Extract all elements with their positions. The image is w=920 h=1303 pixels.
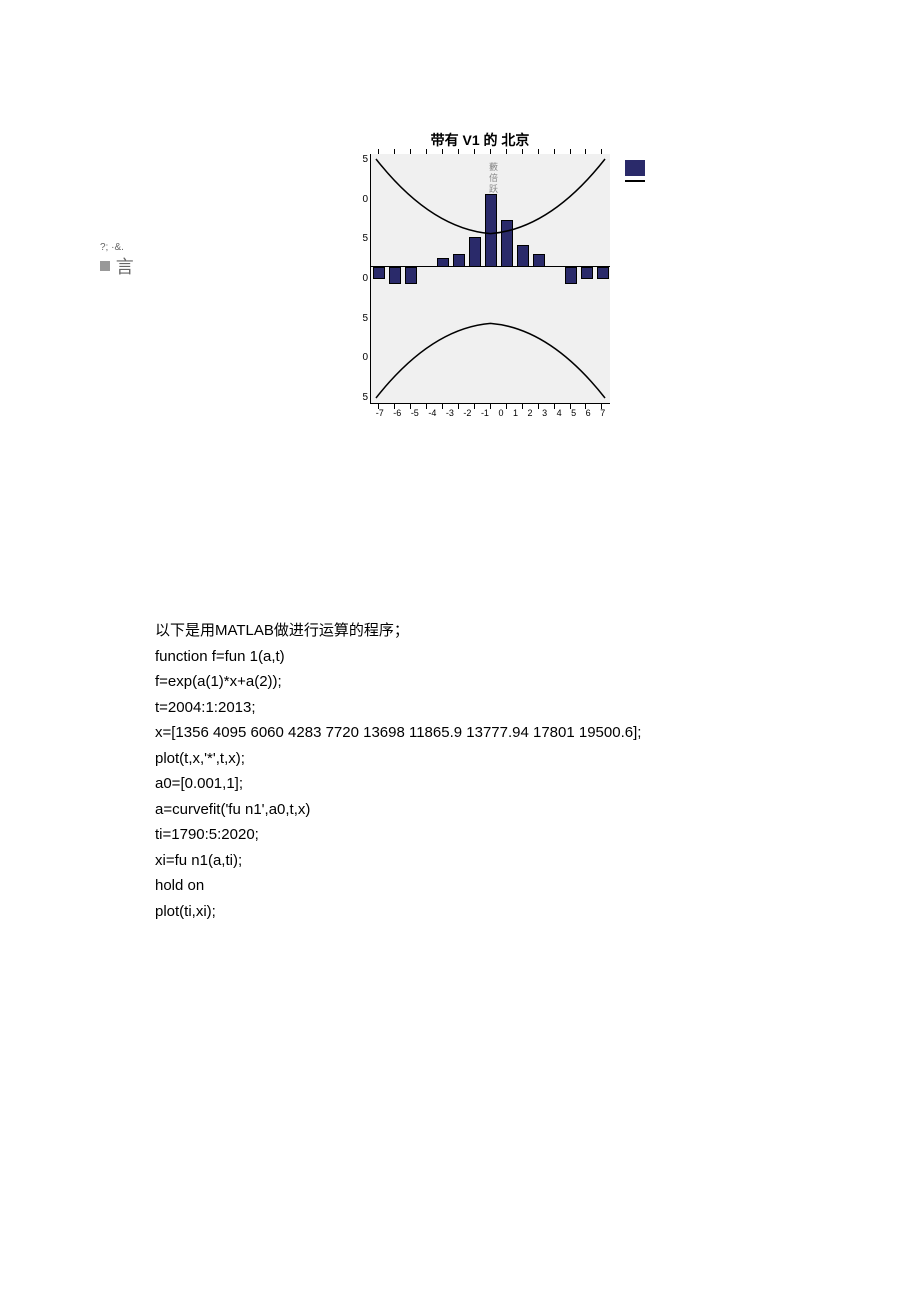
x-tick-label: -1 <box>481 408 489 418</box>
y-tick-label: 0 <box>353 352 368 363</box>
x-tick-label: 1 <box>513 408 518 418</box>
bar <box>565 267 578 284</box>
bar <box>437 258 450 267</box>
side-small-text: ?; ·&. <box>100 242 134 253</box>
chart-plot-area: 5050505 藪 倍 跃 -7-6-5-4-3-2-101234567 <box>370 154 610 404</box>
x-tick <box>506 149 507 154</box>
x-tick <box>585 149 586 154</box>
x-tick <box>601 149 602 154</box>
x-tick <box>410 149 411 154</box>
x-tick <box>570 149 571 154</box>
x-tick-label: 3 <box>542 408 547 418</box>
code-line: x=[1356 4095 6060 4283 7720 13698 11865.… <box>155 720 641 746</box>
x-tick <box>394 149 395 154</box>
code-line: plot(ti,xi); <box>155 899 641 925</box>
side-legend: ?; ·&. 言 <box>100 242 134 279</box>
y-axis: 5 0 5 0 5 0 5 <box>353 154 368 403</box>
x-tick-label: -5 <box>411 408 419 418</box>
bar <box>533 254 546 267</box>
bar <box>581 267 594 280</box>
x-ticks-top <box>371 149 610 154</box>
code-intro: 以下是用MATLAB做进行运算的程序； <box>155 618 641 644</box>
bar <box>469 237 482 267</box>
overlay-line1: 藪 <box>489 162 498 173</box>
code-line: hold on <box>155 873 641 899</box>
x-tick <box>490 149 491 154</box>
code-line: a=curvefit('fu n1',a0,t,x) <box>155 797 641 823</box>
y-tick-label: 5 <box>353 154 368 165</box>
code-line: function f=fun 1(a,t) <box>155 644 641 670</box>
bar <box>517 245 530 266</box>
x-tick <box>458 149 459 154</box>
y-tick-label: 5 <box>353 313 368 324</box>
x-tick-label: 6 <box>586 408 591 418</box>
x-tick <box>538 149 539 154</box>
bar <box>597 267 610 280</box>
bar <box>373 267 386 280</box>
legend-bar-icon <box>625 160 645 176</box>
x-tick-label: -2 <box>463 408 471 418</box>
side-label: 言 <box>116 257 134 277</box>
x-tick-label: -3 <box>446 408 454 418</box>
x-tick-label: 4 <box>557 408 562 418</box>
code-line: xi=fu n1(a,ti); <box>155 848 641 874</box>
bar <box>501 220 514 267</box>
x-tick-label: 2 <box>528 408 533 418</box>
right-legend <box>625 160 645 182</box>
y-tick-label: 5 <box>353 392 368 403</box>
bar <box>389 267 402 284</box>
code-line: f=exp(a(1)*x+a(2)); <box>155 669 641 695</box>
code-block: 以下是用MATLAB做进行运算的程序； function f=fun 1(a,t… <box>155 618 641 924</box>
x-tick <box>378 149 379 154</box>
chart-title: 带有 V1 的 北京 <box>340 130 620 150</box>
overlay-line2: 倍 <box>489 173 498 184</box>
overlay-text: 藪 倍 跃 <box>489 162 498 194</box>
bar <box>485 194 498 266</box>
y-tick-label: 0 <box>353 273 368 284</box>
x-tick-label: -6 <box>393 408 401 418</box>
x-tick <box>426 149 427 154</box>
x-tick <box>442 149 443 154</box>
x-tick <box>474 149 475 154</box>
overlay-line3: 跃 <box>489 184 498 195</box>
code-line: a0=[0.001,1]; <box>155 771 641 797</box>
y-tick-label: 5 <box>353 233 368 244</box>
code-line: ti=1790:5:2020; <box>155 822 641 848</box>
x-tick-label: 5 <box>571 408 576 418</box>
code-line: plot(t,x,'*',t,x); <box>155 746 641 772</box>
x-tick <box>522 149 523 154</box>
x-tick-label: 7 <box>600 408 605 418</box>
x-axis: -7 -6 -5 -4 -3 -2 -1 01234567 <box>371 408 610 418</box>
legend-square-icon <box>100 261 110 271</box>
bar <box>405 267 418 284</box>
x-tick-label: 0 <box>498 408 503 418</box>
x-tick <box>554 149 555 154</box>
x-tick-label: -4 <box>428 408 436 418</box>
y-tick-label: 0 <box>353 194 368 205</box>
chart-container: 带有 V1 的 北京 5050505 藪 倍 跃 -7-6-5-4-3-2-10… <box>340 130 620 404</box>
legend-line-icon <box>625 180 645 182</box>
x-tick-label: -7 <box>376 408 384 418</box>
bar <box>453 254 466 267</box>
code-line: t=2004:1:2013; <box>155 695 641 721</box>
